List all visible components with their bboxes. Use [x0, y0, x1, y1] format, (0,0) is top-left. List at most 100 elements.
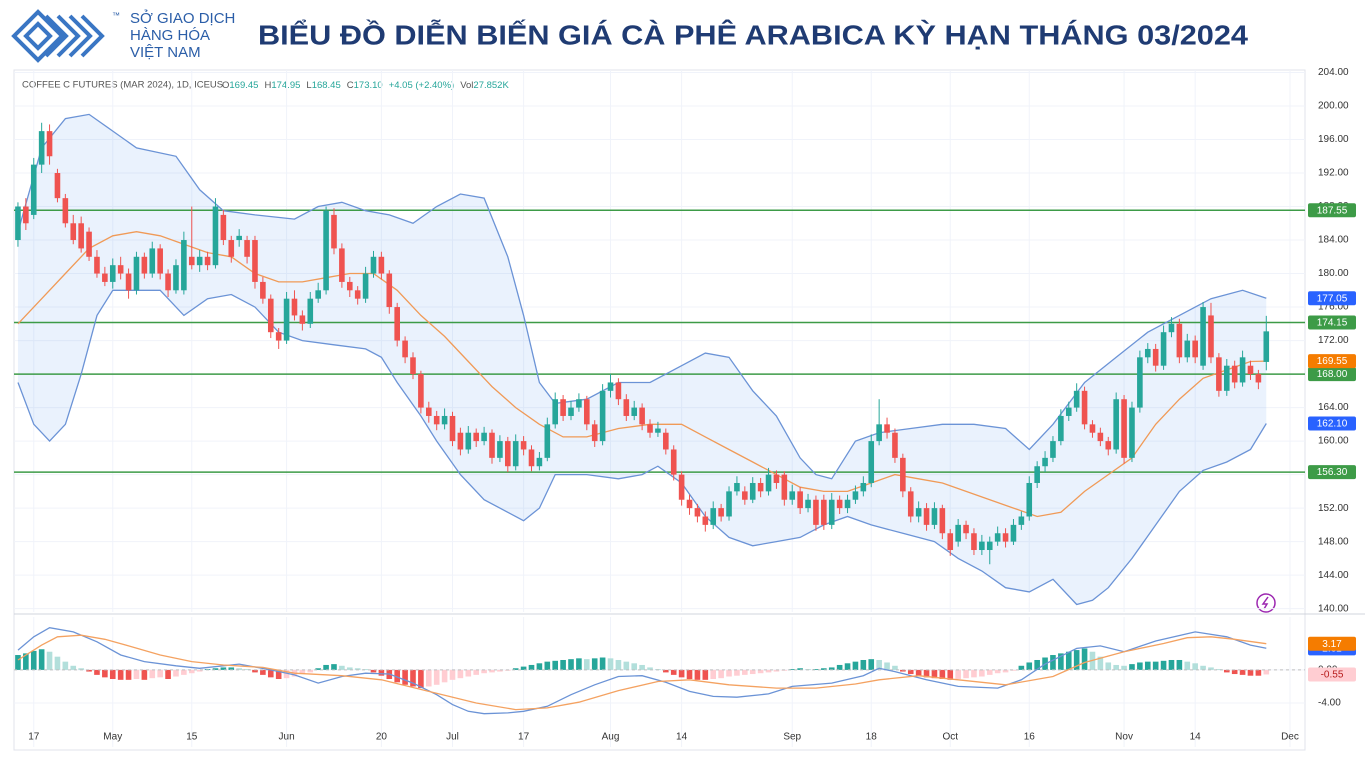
histogram-bar — [907, 669, 914, 675]
histogram-bar — [378, 669, 385, 676]
histogram-bar — [742, 669, 748, 675]
y-tick-label: 164.00 — [1318, 402, 1349, 413]
candle-body — [1073, 390, 1080, 408]
candle-body — [560, 399, 566, 416]
candle-body — [647, 424, 653, 433]
histogram-bar — [986, 669, 993, 675]
histogram-bar — [125, 669, 132, 680]
candle-body — [1176, 323, 1183, 358]
histogram-bar — [670, 669, 677, 675]
histogram-bar — [821, 668, 827, 670]
last-value-label-box — [1308, 291, 1356, 306]
candle-body — [1208, 315, 1214, 358]
histogram-bar — [694, 669, 701, 680]
info-key: O — [222, 80, 229, 91]
candle-body — [283, 298, 290, 341]
candle-body — [979, 541, 985, 551]
candle-body — [1192, 340, 1198, 358]
candle-body — [449, 415, 456, 442]
level-label-box — [1308, 315, 1356, 330]
histogram-bar — [512, 668, 519, 670]
histogram-bar — [252, 669, 258, 673]
candle-body — [678, 474, 685, 500]
histogram-bar — [425, 669, 432, 687]
candle-body — [852, 491, 859, 500]
histogram-bar — [828, 667, 835, 670]
candle-body — [1223, 365, 1230, 391]
histogram-bar — [473, 669, 480, 675]
candle-body — [402, 340, 408, 358]
candle-body — [339, 248, 345, 282]
info-value: +4.05 (+2.40%) — [389, 80, 455, 91]
x-tick-label: 16 — [1024, 732, 1036, 743]
y-tick-label: 184.00 — [1318, 235, 1349, 246]
histogram-bar — [307, 669, 314, 673]
candle-body — [1216, 357, 1222, 391]
histogram-bar — [726, 669, 732, 677]
candle-body — [299, 315, 306, 324]
candle-body — [694, 508, 701, 517]
candle-body — [1121, 399, 1127, 458]
histogram-bar — [639, 664, 645, 670]
histogram-bar — [1105, 662, 1112, 670]
candle-body — [267, 298, 274, 333]
candle-body — [797, 491, 803, 509]
histogram-bar — [765, 669, 772, 673]
histogram-bar — [979, 669, 985, 677]
histogram-bar — [607, 658, 614, 670]
candle-body — [457, 432, 464, 450]
histogram-bar — [141, 669, 148, 680]
x-tick-label: 15 — [186, 732, 198, 743]
candle-body — [315, 290, 321, 299]
candle-body — [1097, 432, 1104, 442]
histogram-bar — [584, 659, 590, 670]
histogram-bar — [410, 669, 416, 687]
histogram-bar — [441, 669, 448, 683]
histogram-bar — [757, 669, 764, 674]
candle-body — [568, 407, 574, 416]
histogram-bar — [370, 669, 377, 673]
histogram-bar — [1113, 664, 1119, 670]
candle-body — [749, 482, 756, 500]
last-value-label-box — [1308, 416, 1356, 431]
x-tick-label: May — [103, 732, 122, 743]
candle-body — [773, 474, 780, 483]
histogram-bar — [1176, 659, 1183, 670]
candle-body — [1144, 348, 1151, 358]
histogram-bar — [1239, 669, 1246, 675]
histogram-bar — [433, 669, 440, 685]
candle-body — [1152, 348, 1159, 366]
histogram-bar — [560, 659, 566, 670]
histogram-bar — [860, 659, 867, 670]
histogram-bar — [275, 669, 282, 680]
histogram-bar — [1255, 669, 1262, 676]
candle-body — [512, 441, 519, 467]
histogram-bar — [1223, 669, 1230, 673]
candle-body — [1168, 323, 1175, 333]
histogram-bar — [62, 661, 69, 670]
level-label: 168.00 — [1317, 369, 1348, 380]
candle-body — [971, 533, 977, 551]
level-label-box — [1308, 465, 1356, 480]
histogram-bar — [86, 669, 92, 672]
candle-body — [1058, 415, 1064, 442]
candle-body — [370, 256, 377, 274]
histogram-bar — [678, 669, 685, 678]
histogram-bar — [1200, 665, 1206, 670]
histogram-bar — [631, 663, 638, 670]
histogram-bar — [331, 664, 337, 670]
candle-body — [133, 256, 140, 291]
histogram-bar — [339, 665, 345, 670]
level-label: 156.30 — [1317, 467, 1348, 478]
candle-body — [655, 428, 661, 433]
histogram-bar — [623, 661, 630, 670]
histogram-bar — [702, 669, 709, 680]
candle-body — [275, 332, 282, 341]
y-tick-label: 196.00 — [1318, 134, 1349, 145]
candle-body — [228, 240, 235, 257]
histogram-bar — [773, 669, 780, 672]
histogram-bar — [1129, 664, 1135, 670]
candle-body — [433, 415, 440, 425]
candle-body — [1081, 390, 1088, 425]
histogram-bar — [1231, 669, 1238, 675]
